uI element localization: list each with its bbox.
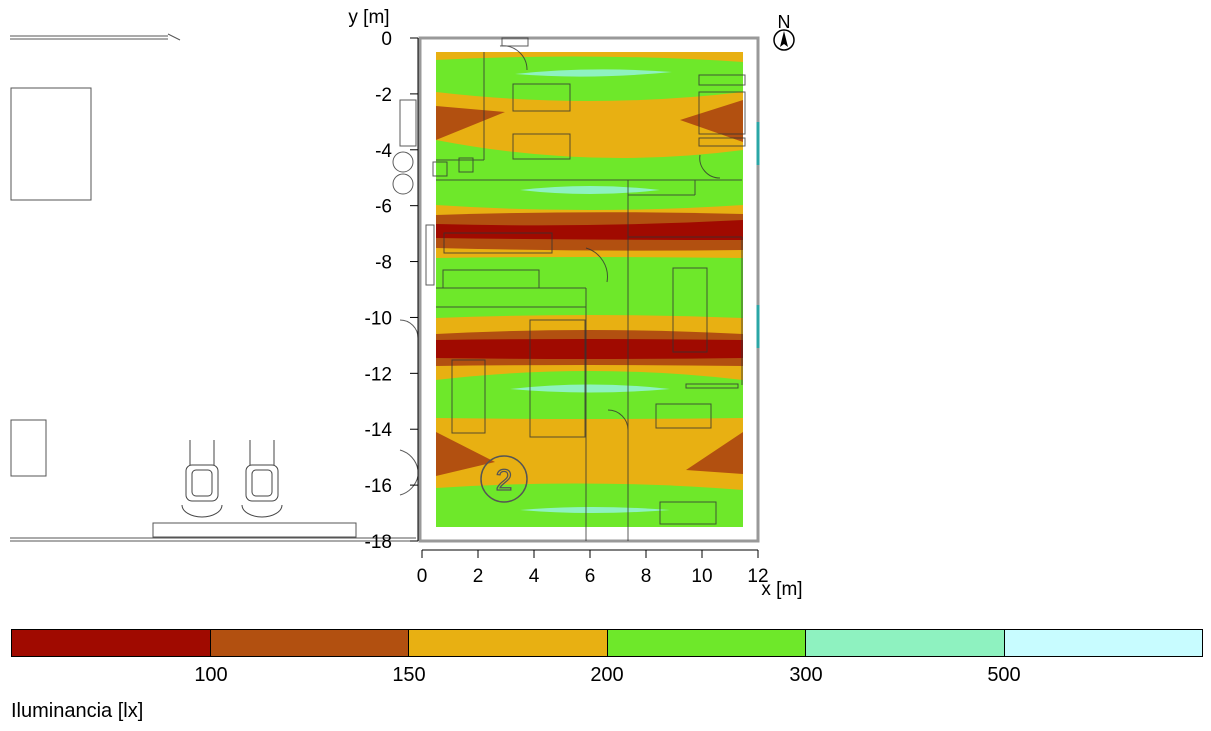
y-tick: -8: [375, 253, 418, 274]
y-tick-label: -16: [365, 476, 392, 497]
iso-band: [436, 106, 505, 140]
interior-layout: [392, 37, 746, 541]
room-number: 2: [496, 464, 513, 497]
y-tick: -4: [375, 141, 418, 162]
iso-band: [520, 186, 660, 194]
iso-band: [686, 432, 743, 474]
iso-band: [436, 432, 495, 476]
y-tick-label: 0: [381, 29, 392, 50]
legend-band-2: [209, 629, 409, 657]
y-tick: -2: [375, 85, 418, 106]
x-axis: 0 2 4 6 8 10 12 x [m]: [417, 549, 803, 600]
y-tick: -12: [365, 364, 418, 385]
iso-band: [436, 339, 743, 359]
illuminance-isolines: [436, 52, 743, 527]
legend-band-6: [1003, 629, 1203, 657]
x-tick: 6: [585, 550, 596, 587]
y-tick: 0: [381, 29, 418, 50]
y-tick-label: -4: [375, 141, 392, 162]
y-tick: -18: [365, 532, 418, 553]
adjacent-building-drawing: [10, 33, 416, 542]
y-tick-label: -2: [375, 85, 392, 106]
legend-tick-100: 100: [194, 664, 228, 686]
legend-band-1: [11, 629, 211, 657]
y-axis-label: y [m]: [348, 7, 389, 28]
legend-tick-150: 150: [392, 664, 426, 686]
y-tick: -10: [365, 308, 418, 329]
y-tick: -16: [365, 476, 418, 497]
iso-band: [436, 371, 743, 419]
iso-band: [436, 220, 743, 240]
toilet-fixtures-drawing: [181, 440, 283, 518]
x-tick-label: 10: [691, 566, 712, 587]
y-tick-label: -6: [375, 197, 392, 218]
y-tick-label: -18: [365, 532, 392, 553]
y-tick: -14: [365, 420, 418, 441]
legend-band-4: [606, 629, 806, 657]
legend-title: Iluminancia [lx]: [11, 700, 144, 722]
iso-band: [436, 257, 743, 318]
x-tick: 4: [529, 550, 540, 587]
legend-tick-200: 200: [590, 664, 624, 686]
legend-tick-300: 300: [789, 664, 823, 686]
x-tick-label: 2: [473, 566, 484, 587]
iso-band: [436, 56, 743, 101]
x-tick-label: 8: [641, 566, 652, 587]
iso-band: [680, 100, 743, 142]
iso-band: [510, 384, 670, 393]
x-tick-label: 4: [529, 566, 540, 587]
y-tick-label: -14: [365, 420, 393, 441]
room-number-marker: 2: [480, 455, 528, 503]
north-label: N: [778, 12, 791, 32]
y-tick: -6: [375, 197, 418, 218]
x-tick: 10: [691, 550, 713, 587]
north-arrow: N: [773, 12, 795, 51]
illuminance-legend-bar: [11, 629, 1203, 657]
legend-band-5: [805, 629, 1005, 657]
x-tick: 0: [417, 550, 428, 587]
iso-band: [515, 69, 672, 77]
iso-band: [436, 483, 743, 527]
y-axis: 0 -2 -4 -6 -8 -10 -12 -14 -16 -18 y [m]: [348, 7, 419, 553]
x-tick: 8: [641, 550, 652, 587]
y-tick-label: -10: [365, 308, 392, 329]
x-tick-label: 0: [417, 566, 428, 587]
y-tick-label: -8: [375, 253, 392, 274]
x-tick: 2: [473, 550, 484, 587]
legend-tick-500: 500: [987, 664, 1021, 686]
iso-band: [520, 507, 670, 513]
x-axis-label: x [m]: [761, 579, 802, 600]
y-tick-label: -12: [365, 364, 392, 385]
x-tick-label: 12: [747, 566, 768, 587]
x-tick-label: 6: [585, 566, 596, 587]
legend-band-3: [408, 629, 608, 657]
x-tick: 12: [747, 550, 769, 587]
